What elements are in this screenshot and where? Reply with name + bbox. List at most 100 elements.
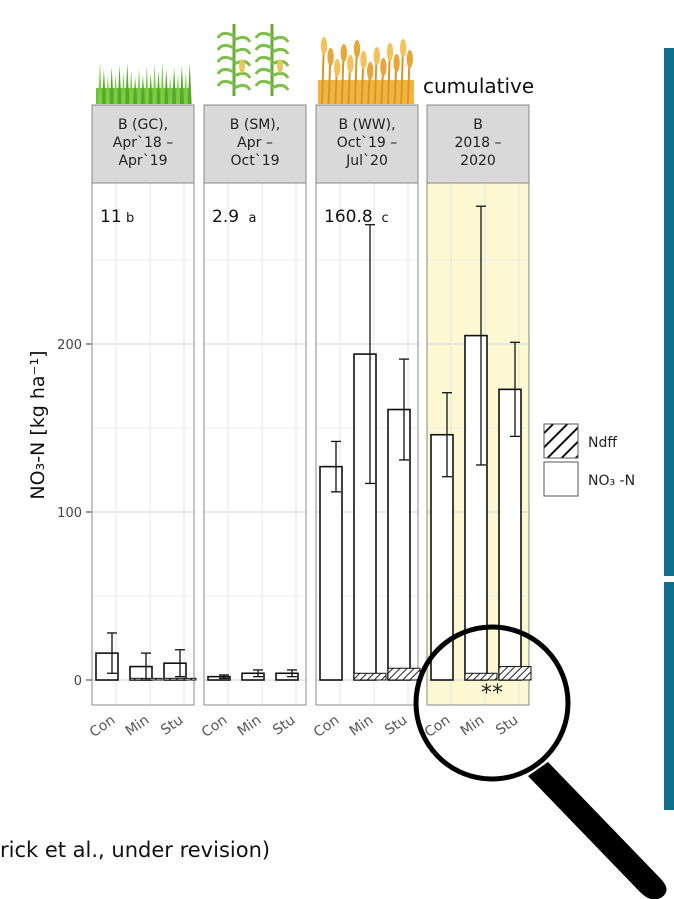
wheat-ear bbox=[353, 40, 361, 58]
panel-total-label: 11 bbox=[100, 207, 122, 227]
grass-blade bbox=[109, 67, 114, 104]
grass-blade bbox=[168, 76, 173, 104]
panel-strip-label: 2018 – bbox=[454, 135, 501, 151]
corn-leaf bbox=[233, 35, 252, 43]
wheat-base bbox=[318, 80, 414, 104]
wheat-ear bbox=[393, 54, 400, 72]
panel-strip-label: B (GC), bbox=[118, 117, 168, 133]
y-tick-label: 100 bbox=[57, 506, 82, 521]
x-tick-label: Stu bbox=[158, 712, 186, 738]
wheat-ear bbox=[320, 37, 328, 55]
corn-cob bbox=[277, 59, 283, 73]
panel-background bbox=[204, 183, 306, 705]
grass-blade bbox=[148, 73, 153, 104]
grass-blade bbox=[117, 65, 122, 104]
corn-icon bbox=[216, 24, 290, 96]
corn-leaf bbox=[216, 55, 235, 63]
x-tick-label: Con bbox=[87, 712, 118, 741]
grass-blade bbox=[101, 69, 106, 104]
accent-bar-bottom bbox=[664, 582, 674, 810]
x-tick-label: Min bbox=[347, 712, 377, 739]
legend: Ndff NO₃ -N bbox=[543, 423, 635, 497]
y-tick-label: 200 bbox=[57, 338, 82, 353]
grass-blade bbox=[179, 65, 184, 104]
corn-leaf bbox=[254, 55, 273, 63]
wheat-ear bbox=[360, 51, 367, 69]
bar-no3n-stu bbox=[163, 662, 187, 681]
bar-ndff-min bbox=[353, 672, 387, 681]
wheat-ear bbox=[373, 47, 380, 65]
grass-blade bbox=[164, 69, 169, 104]
x-tick-label: Con bbox=[311, 712, 342, 741]
citation: rick et al., under revision) bbox=[0, 838, 271, 862]
panel-total-label: 2.9 bbox=[212, 207, 239, 227]
panel-strip bbox=[203, 104, 307, 184]
corn-leaf bbox=[254, 79, 273, 87]
corn-leaf bbox=[216, 43, 235, 51]
corn-leaf bbox=[271, 35, 290, 43]
wheat-ear bbox=[347, 55, 354, 73]
bar-no3n-con bbox=[95, 652, 119, 681]
panel-strip-label: B (SM), bbox=[230, 117, 280, 133]
accent-bar-top bbox=[664, 48, 674, 576]
panel-strip-label: Apr – bbox=[237, 135, 273, 151]
panel-strip-label: Jul`20 bbox=[345, 153, 388, 169]
wheat-ear bbox=[367, 62, 374, 80]
x-tick-label: Stu bbox=[493, 712, 521, 738]
panel: B (WW), Oct`19 – Jul`20 160.8 c Con Min Stu bbox=[311, 37, 421, 741]
corn-leaf bbox=[233, 71, 252, 79]
panel-total-label: 160.8 bbox=[324, 207, 373, 227]
corn-leaf bbox=[233, 83, 252, 91]
bar-no3n-stu bbox=[387, 408, 411, 681]
corn-leaf bbox=[254, 67, 273, 75]
corn-cob bbox=[239, 59, 245, 73]
panel-strip-label: B bbox=[473, 117, 483, 133]
grass-blade bbox=[113, 74, 118, 104]
x-tick-label: Stu bbox=[382, 712, 410, 738]
bar-ndff-stu bbox=[387, 667, 421, 681]
cumulative-note: cumulative bbox=[423, 74, 535, 98]
wheat-ear bbox=[406, 50, 413, 68]
significance-mark: ** bbox=[481, 681, 503, 706]
grass-blade bbox=[133, 77, 138, 104]
corn-leaf bbox=[271, 83, 290, 91]
bar-no3n-con bbox=[319, 465, 343, 681]
x-tick-label: Min bbox=[235, 712, 265, 739]
bar-no3n-con bbox=[430, 433, 454, 681]
legend-key-no3n bbox=[543, 461, 579, 497]
grass-blade bbox=[156, 71, 161, 104]
bar-ndff-min bbox=[464, 672, 498, 681]
wheat-ear bbox=[380, 58, 387, 76]
magnifier-icon bbox=[413, 624, 667, 899]
grass-blade bbox=[172, 67, 177, 104]
panel-strip bbox=[91, 104, 195, 184]
x-tick-label: Con bbox=[199, 712, 230, 741]
wheat-ear bbox=[386, 43, 394, 61]
bar-ndff-stu bbox=[163, 677, 197, 681]
y-tick-label: 0 bbox=[74, 674, 82, 689]
corn-leaf bbox=[271, 71, 290, 79]
corn-leaf bbox=[216, 67, 235, 75]
grass-blade bbox=[137, 68, 141, 104]
bar-ndff-stu bbox=[498, 666, 532, 681]
panel: B (GC), Apr`18 – Apr`19 11 b Con Min Stu bbox=[87, 62, 197, 741]
legend-label-no3n: NO₃ -N bbox=[588, 473, 635, 489]
panel: B (SM), Apr – Oct`19 2.9 a Con Min Stu bbox=[199, 24, 307, 741]
grass-blade bbox=[98, 62, 102, 104]
wheat-ear bbox=[334, 59, 341, 77]
grass-blade bbox=[176, 74, 180, 104]
panel-significance-letter: c bbox=[382, 211, 389, 226]
wheat-ear bbox=[327, 48, 334, 66]
wheat-ear bbox=[340, 44, 347, 62]
grass-blade bbox=[152, 64, 157, 104]
panel-strip bbox=[426, 104, 530, 184]
panel-significance-letter: a bbox=[249, 211, 257, 226]
panel-significance-letter: b bbox=[126, 211, 134, 226]
panel-background bbox=[92, 183, 194, 705]
grass-blade bbox=[105, 76, 110, 104]
panel-strip-label: 2020 bbox=[460, 153, 496, 169]
grass-blade bbox=[125, 63, 130, 104]
panel-strip-label: Oct`19 bbox=[230, 153, 279, 169]
grass-blade bbox=[129, 70, 134, 104]
corn-leaf bbox=[271, 47, 290, 55]
